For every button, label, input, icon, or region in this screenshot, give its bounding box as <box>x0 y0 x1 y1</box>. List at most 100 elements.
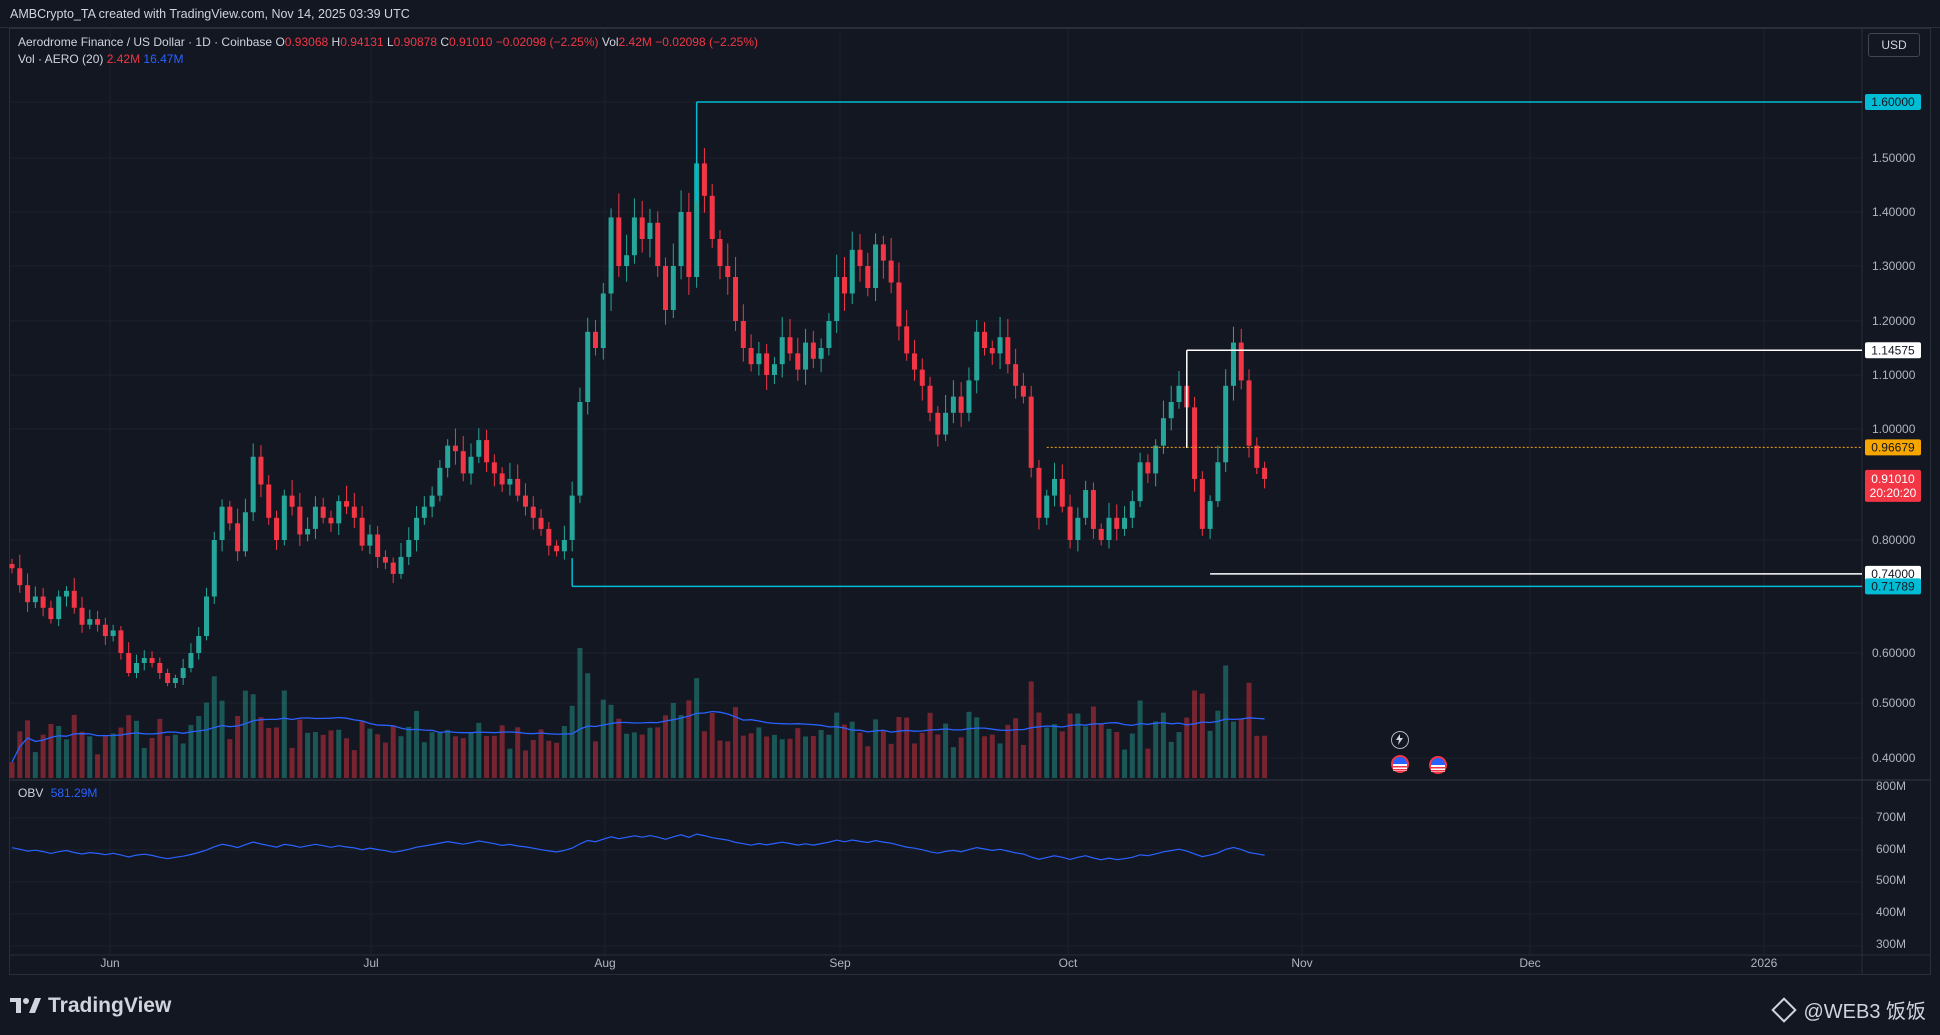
candle-body <box>841 277 847 294</box>
legend-vol-change: −0.02098 (−2.25%) <box>655 35 758 49</box>
volume-bar <box>1028 681 1034 778</box>
candle-body <box>398 556 404 574</box>
candle-body <box>1122 517 1128 529</box>
obv-line <box>11 833 1265 861</box>
candle-body <box>1199 478 1205 529</box>
volume-bar <box>1184 717 1190 778</box>
candle-body <box>460 451 466 474</box>
volume-bar <box>289 747 295 778</box>
us-flag-event-icon[interactable] <box>1391 755 1409 773</box>
volume-bar <box>382 742 388 778</box>
volume-bar <box>375 734 381 778</box>
candle-body <box>748 348 754 365</box>
candle-body <box>1090 490 1096 529</box>
volume-bar <box>1013 718 1019 778</box>
volume-bar <box>943 723 949 778</box>
candle-body <box>266 484 272 518</box>
volume-bar <box>935 734 941 778</box>
candle-body <box>63 590 69 597</box>
candle-body <box>538 517 544 529</box>
chart-header: AMBCrypto_TA created with TradingView.co… <box>0 0 1940 28</box>
volume-bar <box>1153 721 1159 778</box>
candle-body <box>904 326 910 354</box>
volume-bar <box>1075 713 1081 778</box>
candle-body <box>1160 418 1166 446</box>
volume-bar <box>359 721 365 778</box>
candle-body <box>297 506 303 535</box>
volume-bar <box>554 742 560 778</box>
candle-body <box>180 668 186 678</box>
candle-body <box>126 653 132 673</box>
candle-body <box>1098 528 1104 540</box>
candle-body <box>204 596 209 637</box>
volume-bar <box>484 736 490 778</box>
tradingview-logo-icon <box>10 996 42 1016</box>
candle-body <box>919 369 925 386</box>
time-tick-label: Nov <box>1291 956 1312 970</box>
volume-bar <box>1176 732 1182 778</box>
candle-body <box>196 636 202 653</box>
price-tick-label: 1.40000 <box>1872 205 1916 219</box>
obv-label[interactable]: OBV <box>18 786 44 800</box>
volume-bar <box>188 724 194 778</box>
candle-body <box>678 212 684 266</box>
volume-bar <box>320 734 326 778</box>
candle-body <box>336 501 342 524</box>
legend-ohlc: Aerodrome Finance / US Dollar · 1D · Coi… <box>18 35 758 49</box>
candle-body <box>639 217 645 239</box>
candle-body <box>40 596 46 608</box>
candle-body <box>79 607 85 625</box>
countdown-label: 20:20:20 <box>1870 486 1917 500</box>
candle-body <box>1020 385 1026 397</box>
volume-bar <box>48 724 54 778</box>
candle-body <box>1106 517 1112 540</box>
candle-body <box>834 277 840 321</box>
candle-body <box>810 342 816 359</box>
candle-body <box>421 506 427 518</box>
price-label: 1.14575 <box>1871 343 1915 357</box>
volume-bar <box>118 727 124 778</box>
candle-body <box>670 266 676 310</box>
volume-bar <box>873 719 879 778</box>
candle-body <box>935 412 941 435</box>
chart-frame[interactable] <box>9 28 1931 975</box>
price-label: 0.96679 <box>1871 440 1915 454</box>
volume-bar <box>974 717 980 778</box>
volume-ma-line <box>11 710 1265 763</box>
us-flag-event-icon-2[interactable] <box>1429 756 1447 774</box>
binance-diamond-icon <box>1771 996 1798 1023</box>
volume-bar <box>826 734 832 778</box>
volume-bar <box>1114 731 1120 778</box>
candle-body <box>102 624 108 637</box>
candle-body <box>717 239 723 266</box>
candle-body <box>227 506 233 524</box>
volume-bar <box>1020 744 1026 778</box>
currency-button[interactable]: USD <box>1868 33 1920 57</box>
candle-body <box>48 607 54 620</box>
volume-indicator-label[interactable]: Vol · AERO (20) <box>18 52 104 66</box>
candle-body <box>1246 380 1252 446</box>
volume-bar <box>1122 749 1128 778</box>
volume-bar <box>982 736 987 778</box>
price-tick-label: 0.50000 <box>1872 696 1916 710</box>
volume-bar <box>709 713 715 778</box>
tradingview-brand[interactable]: TradingView <box>10 990 171 1022</box>
candle-body <box>56 596 62 620</box>
legend-symbol[interactable]: Aerodrome Finance / US Dollar · 1D · Coi… <box>18 35 273 49</box>
candle-body <box>406 540 412 557</box>
volume-bar <box>647 727 653 778</box>
candle-body <box>133 663 139 673</box>
volume-bar <box>390 725 396 778</box>
candle-body <box>663 266 669 310</box>
candle-body <box>1013 364 1019 386</box>
legend-vol: 2.42M <box>618 35 652 49</box>
candle-body <box>950 396 956 413</box>
volume-bar <box>336 729 342 778</box>
candle-body <box>989 348 995 354</box>
lightning-icon[interactable] <box>1391 731 1409 749</box>
price-tick-label: 0.80000 <box>1872 533 1916 547</box>
volume-bar <box>538 729 544 778</box>
candle-body <box>491 462 497 474</box>
candle-body <box>9 564 15 569</box>
